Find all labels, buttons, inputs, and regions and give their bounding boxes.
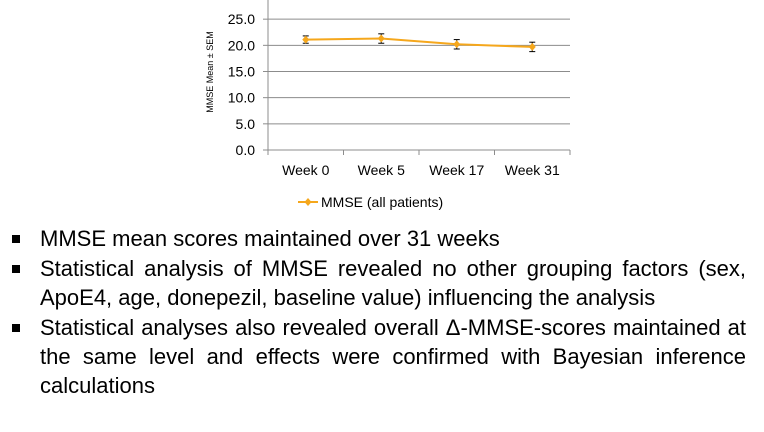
y-tick-label: 15.0 — [228, 64, 255, 80]
series-mmse — [302, 33, 536, 53]
y-tick-label: 0.0 — [236, 142, 256, 158]
y-tick-label: 20.0 — [228, 37, 255, 53]
bullet-square-icon — [12, 324, 20, 332]
bullet-text: MMSE mean scores maintained over 31 week… — [40, 226, 500, 251]
x-tick-label: Week 31 — [505, 162, 560, 178]
y-tick-labels: 0.0 5.0 10.0 15.0 20.0 25.0 30.0 — [228, 0, 255, 158]
bullet-list: MMSE mean scores maintained over 31 week… — [0, 224, 764, 401]
y-tick-label: 30.0 — [228, 0, 255, 1]
gridlines — [263, 0, 571, 155]
data-point — [377, 34, 385, 43]
bullet-item: Statistical analysis of MMSE revealed no… — [0, 254, 764, 312]
bullet-text: Statistical analysis of MMSE revealed no… — [40, 256, 746, 310]
legend-marker — [304, 198, 312, 206]
y-tick-label: 5.0 — [236, 116, 256, 132]
y-axis-label: MMSE Mean ± SEM — [205, 31, 215, 112]
bullet-item: Statistical analyses also revealed overa… — [0, 313, 764, 400]
data-point — [528, 42, 536, 51]
bullet-square-icon — [12, 265, 20, 273]
x-tick-label: Week 5 — [358, 162, 405, 178]
bullet-item: MMSE mean scores maintained over 31 week… — [0, 224, 764, 253]
x-tick-label: Week 0 — [282, 162, 329, 178]
data-point — [453, 40, 461, 49]
y-tick-label: 25.0 — [228, 11, 255, 27]
x-tick-labels: Week 0 Week 5 Week 17 Week 31 — [282, 162, 560, 178]
legend: MMSE (all patients) — [298, 194, 443, 210]
data-point — [302, 35, 310, 44]
bullet-text: Statistical analyses also revealed overa… — [40, 315, 746, 398]
x-tick-label: Week 17 — [429, 162, 484, 178]
legend-label: MMSE (all patients) — [321, 194, 443, 210]
y-tick-label: 10.0 — [228, 90, 255, 106]
bullet-square-icon — [12, 235, 20, 243]
series-line — [305, 37, 533, 48]
